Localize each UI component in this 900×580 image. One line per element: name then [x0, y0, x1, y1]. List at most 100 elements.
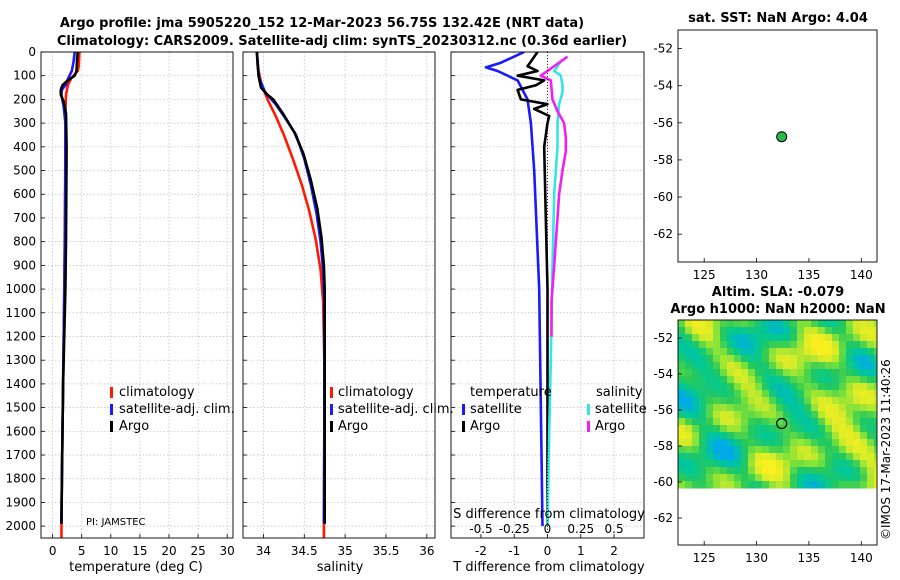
y-tick-label: -58 [653, 439, 673, 453]
heatmap-cell [748, 376, 756, 384]
sla-title-line2: Argo h1000: NaN h2000: NaN [670, 302, 885, 317]
heatmap-cell [825, 418, 833, 426]
heatmap-cell [846, 439, 854, 447]
series-line-argo [59, 52, 79, 524]
heatmap-cell [727, 425, 735, 433]
heatmap-cell [727, 467, 735, 475]
heatmap-cell [720, 369, 728, 377]
heatmap-cell [790, 355, 798, 363]
heatmap-cell [825, 474, 833, 482]
y-tick-label: -62 [653, 511, 673, 525]
heatmap-cell [853, 446, 861, 454]
heatmap-cell [762, 446, 770, 454]
heatmap-cell [867, 474, 875, 482]
heatmap-cell [811, 425, 819, 433]
heatmap-cell [797, 369, 805, 377]
heatmap-cell [727, 397, 735, 405]
heatmap-cell [839, 355, 847, 363]
heatmap-cell [727, 411, 735, 419]
heatmap-cell [811, 460, 819, 468]
salinity-panel: 34 34.5 35 35.5 36 [242, 51, 436, 558]
heatmap-cell [748, 327, 756, 335]
heatmap-cell [699, 390, 707, 398]
heatmap-cell [727, 390, 735, 398]
heatmap-cell [769, 453, 777, 461]
heatmap-cell [706, 467, 714, 475]
heatmap-cell [776, 446, 784, 454]
heatmap-cell [741, 383, 749, 391]
heatmap-cell [678, 348, 686, 356]
heatmap-cell [825, 481, 833, 489]
heatmap-cell [825, 383, 833, 391]
heatmap-cell [818, 390, 826, 398]
heatmap-cell [734, 481, 742, 489]
heatmap-cell [874, 362, 877, 370]
heatmap-cell [769, 383, 777, 391]
y-tick-label: -54 [653, 367, 673, 381]
heatmap-cell [706, 474, 714, 482]
y-tick-label: 900 [13, 258, 36, 272]
series-group [484, 52, 569, 527]
heatmap-cell [741, 390, 749, 398]
heatmap-cell [832, 481, 840, 489]
heatmap-cell [853, 425, 861, 433]
heatmap-cell [825, 376, 833, 384]
heatmap-cell [867, 320, 875, 328]
heatmap-cell [769, 341, 777, 349]
heatmap-cell [867, 376, 875, 384]
heatmap-cell [783, 369, 791, 377]
salinity-xlabel: salinity [317, 560, 364, 575]
heatmap-cell [769, 397, 777, 405]
heatmap-cell [699, 432, 707, 440]
y-tick-label: -62 [653, 227, 673, 241]
heatmap-cell [776, 439, 784, 447]
heatmap-cell [755, 341, 763, 349]
heatmap-cell [783, 460, 791, 468]
heatmap-cell [762, 432, 770, 440]
series-line-salinity-argo [539, 55, 569, 337]
heatmap-cell [734, 390, 742, 398]
heatmap-cell [846, 397, 854, 405]
heatmap-cell [685, 411, 693, 419]
heatmap-cell [811, 383, 819, 391]
heatmap-cell [699, 474, 707, 482]
y-tick-label: 100 [13, 69, 36, 83]
heatmap-cell [755, 453, 763, 461]
heatmap-cell [678, 320, 686, 328]
heatmap-cell [818, 397, 826, 405]
x-tick-label: 140 [850, 551, 873, 565]
y-tick-label: 1300 [5, 353, 36, 367]
heatmap-cell [755, 348, 763, 356]
x-tick-label: 34 [256, 544, 271, 558]
heatmap-cell [867, 446, 875, 454]
heatmap-cell [797, 439, 805, 447]
heatmap-cell [727, 341, 735, 349]
heatmap-cell [762, 411, 770, 419]
legend-sal-satellite: satellite [595, 402, 647, 417]
heatmap-cell [692, 418, 700, 426]
heatmap-cell [699, 327, 707, 335]
heatmap-cell [860, 411, 868, 419]
heatmap-cell [790, 432, 798, 440]
heatmap-cell [734, 425, 742, 433]
heatmap-cell [685, 376, 693, 384]
y-tick-label: 1700 [5, 448, 36, 462]
heatmap-cell [811, 355, 819, 363]
heatmap-cell [811, 446, 819, 454]
heatmap-cell [874, 446, 877, 454]
heatmap-cell [804, 446, 812, 454]
legend-temp-argo: Argo [470, 419, 500, 434]
y-tick-label: -56 [653, 403, 673, 417]
heatmap-cell [832, 341, 840, 349]
y-tick-label: 1500 [5, 401, 36, 415]
heatmap-cell [720, 383, 728, 391]
heatmap-cell [867, 404, 875, 412]
heatmap-cell [825, 362, 833, 370]
heatmap-cell [804, 425, 812, 433]
heatmap-cell [825, 397, 833, 405]
heatmap-cell [769, 432, 777, 440]
heatmap-cell [734, 446, 742, 454]
heatmap-cell [762, 481, 770, 489]
heatmap-cell [720, 348, 728, 356]
heatmap-cell [741, 432, 749, 440]
